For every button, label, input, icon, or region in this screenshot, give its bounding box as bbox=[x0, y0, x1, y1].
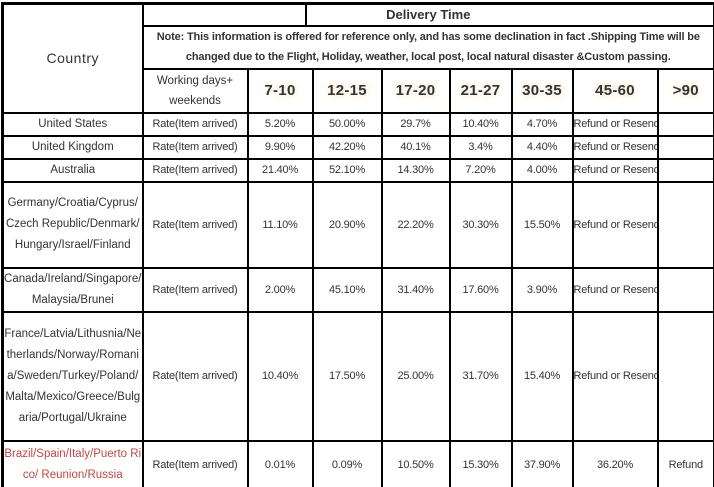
rate-value-21-27: 15.30% bbox=[448, 439, 513, 487]
header-range-30-35: 30-35 bbox=[510, 67, 574, 114]
rate-value-12-15: 50.00% bbox=[311, 111, 383, 137]
rate-value-7-10: 2.00% bbox=[246, 266, 314, 313]
country-cell: Australia bbox=[1, 157, 144, 183]
country-cell: United States bbox=[1, 111, 144, 137]
table-row-france-group: France/Latvia/Lithusnia/Netherlands/Norw… bbox=[1, 310, 714, 442]
rate-label-cell: Rate(Item arrived) bbox=[141, 111, 249, 137]
rate-value-7-10: 5.20% bbox=[246, 111, 314, 137]
rate-value-gt-90 bbox=[656, 310, 714, 442]
country-cell-highlighted: Brazil/Spain/Italy/Puerto Rico/ Reunion/… bbox=[1, 439, 144, 487]
rate-value-gt-90 bbox=[656, 180, 714, 269]
rate-value-21-27: 17.60% bbox=[448, 266, 513, 313]
rate-label-cell: Rate(Item arrived) bbox=[141, 439, 249, 487]
rate-value-45-60: Refund or Resend bbox=[571, 266, 659, 313]
country-cell: France/Latvia/Lithusnia/Netherlands/Norw… bbox=[1, 310, 144, 442]
rate-value-12-15: 42.20% bbox=[311, 134, 383, 160]
rate-value-12-15: 52.10% bbox=[311, 157, 383, 183]
rate-value-12-15: 17.50% bbox=[311, 310, 383, 442]
rate-value-7-10: 9.90% bbox=[246, 134, 314, 160]
header-range-21-27: 21-27 bbox=[448, 67, 513, 114]
rate-value-gt-90 bbox=[656, 266, 714, 313]
rate-value-17-20: 14.30% bbox=[380, 157, 451, 183]
rate-value-17-20: 40.1% bbox=[380, 134, 451, 160]
rate-value-7-10: 10.40% bbox=[246, 310, 314, 442]
rate-value-12-15: 20.90% bbox=[311, 180, 383, 269]
rate-value-21-27: 30.30% bbox=[448, 180, 513, 269]
rate-value-30-35: 4.70% bbox=[510, 111, 574, 137]
rate-value-gt-90: Refund bbox=[656, 439, 714, 487]
working-days-header: Working days+ weekends bbox=[141, 67, 249, 114]
country-cell: United Kingdom bbox=[1, 134, 144, 160]
header-range-17-20: 17-20 bbox=[380, 67, 451, 114]
rate-value-21-27: 10.40% bbox=[448, 111, 513, 137]
rate-value-30-35: 15.50% bbox=[510, 180, 574, 269]
header-row-title: Country Delivery Time bbox=[1, 2, 714, 114]
rate-value-17-20: 25.00% bbox=[380, 310, 451, 442]
rate-label-cell: Rate(Item arrived) bbox=[141, 310, 249, 442]
rate-value-21-27: 3.4% bbox=[448, 134, 513, 160]
rate-value-45-60: Refund or Resend bbox=[571, 111, 659, 137]
rate-value-12-15: 45.10% bbox=[311, 266, 383, 313]
rate-value-gt-90 bbox=[656, 134, 714, 160]
delivery-time-label: Delivery Time bbox=[386, 7, 471, 23]
header-row-note: Note: This information is offered for re… bbox=[3, 24, 714, 70]
rate-value-17-20: 29.7% bbox=[380, 111, 451, 137]
rate-value-7-10: 0.01% bbox=[246, 439, 314, 487]
rate-value-gt-90 bbox=[656, 157, 714, 183]
rate-label-cell: Rate(Item arrived) bbox=[141, 266, 249, 313]
rate-value-17-20: 31.40% bbox=[380, 266, 451, 313]
rate-value-45-60: Refund or Resend bbox=[571, 157, 659, 183]
rate-value-45-60: Refund or Resend bbox=[571, 134, 659, 160]
header-cell-divider bbox=[304, 5, 307, 24]
country-cell: Germany/Croatia/Cyprus/Czech Republic/De… bbox=[1, 180, 144, 269]
rate-value-gt-90 bbox=[656, 111, 714, 137]
rate-value-7-10: 11.10% bbox=[246, 180, 314, 269]
delivery-time-header: Delivery Time bbox=[141, 2, 714, 27]
rate-value-45-60: Refund or Resend bbox=[571, 180, 659, 269]
note-text: Note: This information is offered for re… bbox=[141, 24, 714, 70]
rate-value-30-35: 3.90% bbox=[510, 266, 574, 313]
table-row-canada-group: Canada/Ireland/Singapore/Malaysia/Brunei… bbox=[1, 266, 714, 313]
header-range-45-60: 45-60 bbox=[571, 67, 659, 114]
rate-value-30-35: 15.40% bbox=[510, 310, 574, 442]
header-row-ranges: Working days+ weekends 7-10 12-15 17-20 … bbox=[3, 67, 714, 114]
rate-value-21-27: 31.70% bbox=[448, 310, 513, 442]
header-range-7-10: 7-10 bbox=[246, 67, 314, 114]
table-row-united-states: United States Rate(Item arrived) 5.20% 5… bbox=[1, 111, 714, 137]
rate-value-30-35: 4.40% bbox=[510, 134, 574, 160]
country-column-header: Country bbox=[1, 2, 144, 114]
table-row-australia: Australia Rate(Item arrived) 21.40% 52.1… bbox=[1, 157, 714, 183]
table-row-united-kingdom: United Kingdom Rate(Item arrived) 9.90% … bbox=[1, 134, 714, 160]
rate-label-cell: Rate(Item arrived) bbox=[141, 134, 249, 160]
rate-value-17-20: 22.20% bbox=[380, 180, 451, 269]
rate-value-30-35: 37.90% bbox=[510, 439, 574, 487]
rate-label-cell: Rate(Item arrived) bbox=[141, 180, 249, 269]
rate-value-21-27: 7.20% bbox=[448, 157, 513, 183]
rate-value-17-20: 10.50% bbox=[380, 439, 451, 487]
header-range-gt-90: >90 bbox=[656, 67, 714, 114]
country-cell: Canada/Ireland/Singapore/Malaysia/Brunei bbox=[1, 266, 144, 313]
rate-value-7-10: 21.40% bbox=[246, 157, 314, 183]
table-row-germany-group: Germany/Croatia/Cyprus/Czech Republic/De… bbox=[1, 180, 714, 269]
rate-value-12-15: 0.09% bbox=[311, 439, 383, 487]
rate-value-45-60: 36.20% bbox=[571, 439, 659, 487]
rate-value-30-35: 4.00% bbox=[510, 157, 574, 183]
rate-value-45-60: Refund or Resend bbox=[571, 310, 659, 442]
table-row-brazil-group: Brazil/Spain/Italy/Puerto Rico/ Reunion/… bbox=[1, 439, 714, 487]
rate-label-cell: Rate(Item arrived) bbox=[141, 157, 249, 183]
header-range-12-15: 12-15 bbox=[311, 67, 383, 114]
